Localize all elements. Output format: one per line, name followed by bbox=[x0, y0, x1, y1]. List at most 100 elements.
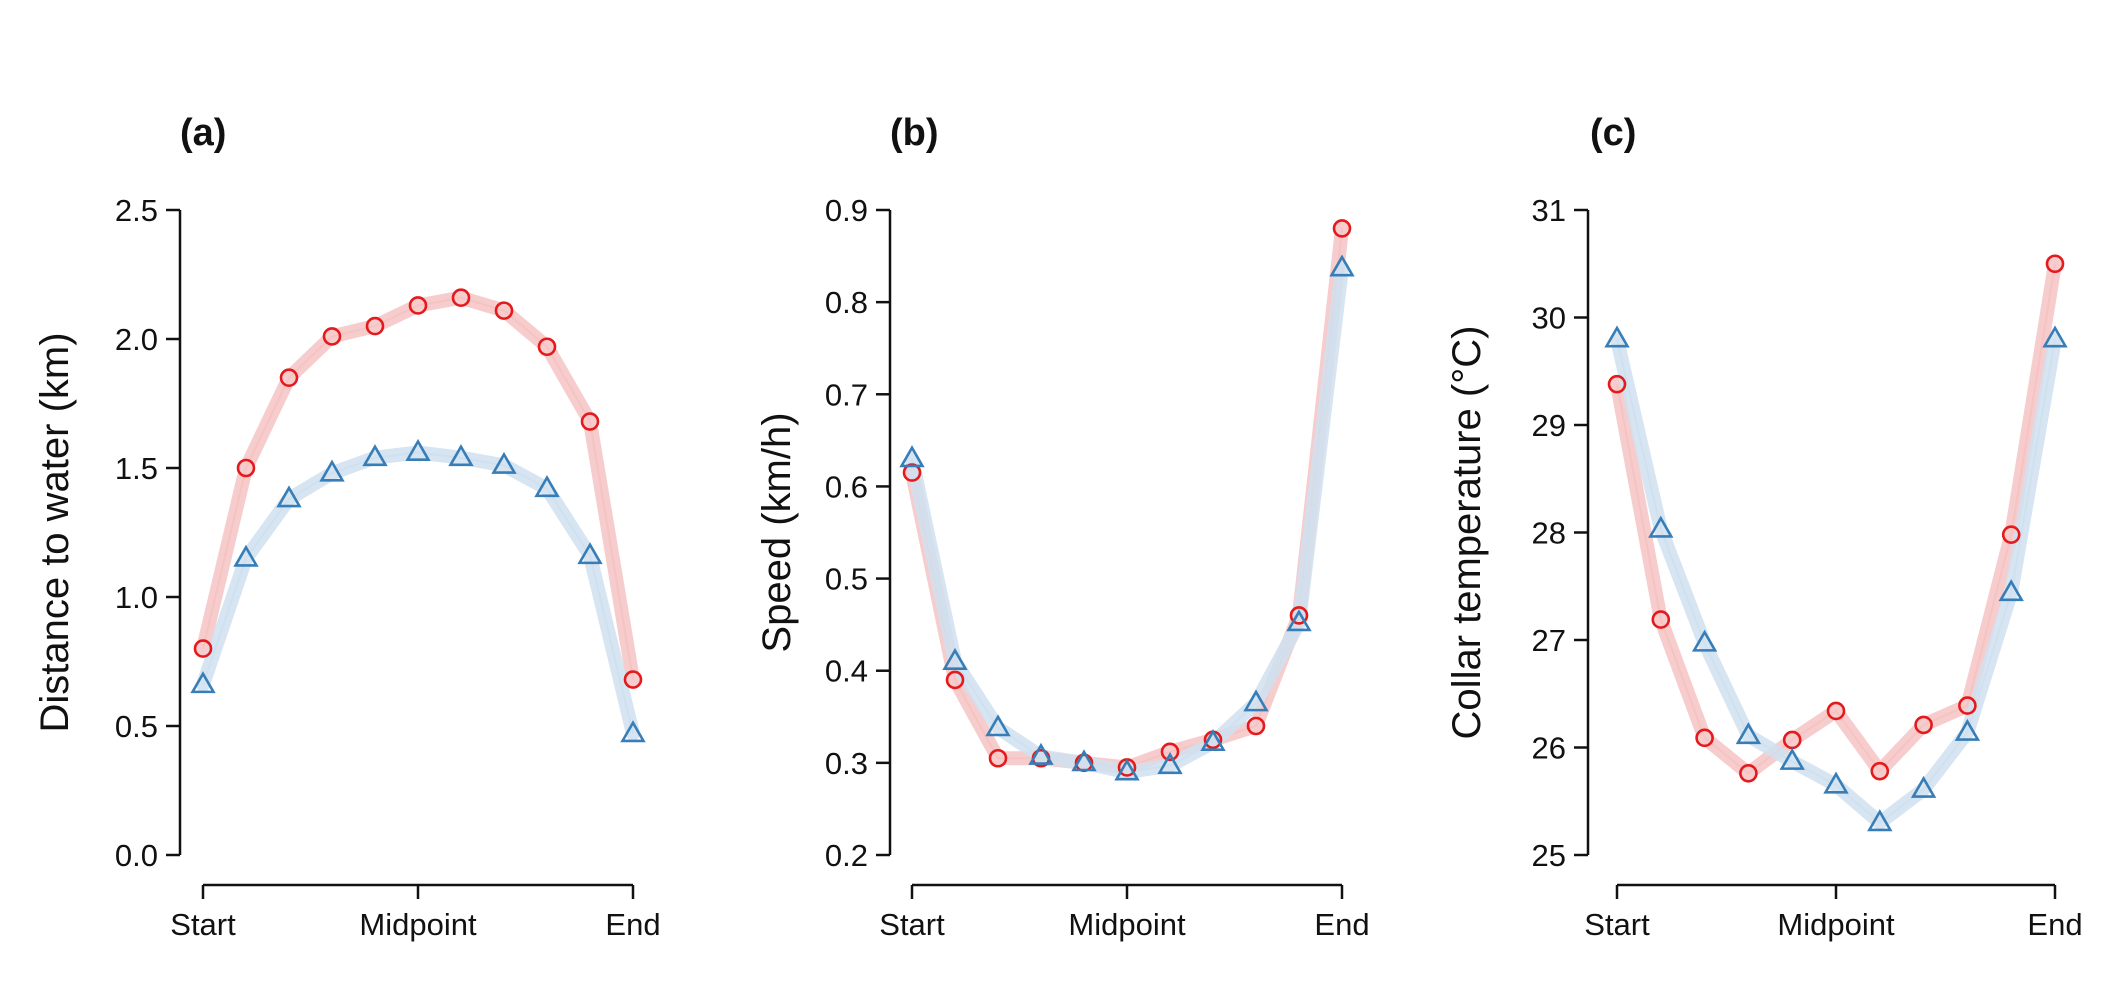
x-tick-label: Midpoint bbox=[1777, 907, 1895, 942]
y-tick-label: 28 bbox=[1532, 516, 1566, 551]
series-band bbox=[196, 290, 640, 687]
data-point-circle bbox=[1332, 219, 1352, 238]
data-point-triangle bbox=[233, 544, 259, 567]
data-point-triangle bbox=[405, 438, 431, 461]
data-point-circle bbox=[1958, 696, 1977, 715]
series-band bbox=[1610, 332, 2062, 830]
data-point-circle bbox=[1739, 763, 1758, 783]
data-point-triangle bbox=[985, 714, 1011, 737]
data-point-triangle bbox=[577, 542, 603, 565]
series-line bbox=[911, 267, 1343, 774]
x-tick-label: Start bbox=[879, 907, 945, 942]
data-point-triangle bbox=[1157, 752, 1183, 775]
data-point-circle bbox=[322, 327, 342, 346]
y-axis-title: Distance to water (km) bbox=[33, 332, 77, 732]
panel-a: (a) 0.0 0.5 1.0 1.5 2.0 2.5 Distance to water (… bbox=[33, 112, 661, 942]
data-point-triangle bbox=[534, 475, 560, 498]
data-point-circle bbox=[408, 296, 428, 315]
data-point-circle bbox=[902, 463, 922, 482]
data-point-triangle bbox=[1998, 579, 2024, 602]
y-tick-label: 25 bbox=[1532, 838, 1566, 873]
data-point-triangle bbox=[1648, 515, 1674, 538]
data-point-triangle bbox=[899, 445, 925, 468]
data-point-circle bbox=[1607, 374, 1627, 394]
data-point-triangle bbox=[1823, 771, 1849, 794]
data-point-circle bbox=[1160, 742, 1180, 762]
y-tick-label: 2.0 bbox=[115, 322, 158, 357]
series-band bbox=[1610, 256, 2062, 781]
data-point-circle bbox=[1914, 715, 1933, 735]
data-point-triangle bbox=[1114, 758, 1140, 781]
series-line bbox=[202, 451, 634, 734]
data-point-triangle bbox=[1910, 775, 1937, 798]
y-tick-label: 0.5 bbox=[825, 562, 868, 597]
data-point-circle bbox=[2001, 525, 2021, 544]
data-point-circle bbox=[537, 337, 557, 357]
data-point-circle bbox=[1870, 761, 1890, 781]
data-point-circle bbox=[945, 670, 965, 690]
data-point-circle bbox=[623, 670, 643, 689]
x-tick-label: End bbox=[605, 907, 660, 942]
x-tick-label: Start bbox=[170, 907, 236, 942]
data-point-triangle bbox=[1286, 609, 1312, 632]
panel-b: (b) 0.2 0.3 0.4 0.5 0.6 0.7 0.8 0.9 Speed (km/h) S… bbox=[755, 112, 1370, 942]
data-point-circle bbox=[988, 748, 1008, 768]
data-point-circle bbox=[451, 288, 471, 308]
y-tick-label: 26 bbox=[1532, 731, 1566, 766]
data-point-triangle bbox=[1329, 254, 1355, 277]
data-point-triangle bbox=[491, 451, 517, 474]
series-band bbox=[196, 445, 640, 741]
data-point-triangle bbox=[1071, 749, 1097, 772]
data-point-triangle bbox=[1243, 689, 1269, 712]
data-point-circle bbox=[494, 301, 514, 320]
data-point-triangle bbox=[1604, 325, 1630, 348]
data-point-circle bbox=[1246, 716, 1266, 736]
data-point-triangle bbox=[319, 459, 345, 482]
data-point-triangle bbox=[1028, 742, 1054, 765]
x-tick-label: Midpoint bbox=[1068, 907, 1186, 942]
y-axis-title: Speed (km/h) bbox=[755, 412, 799, 652]
data-point-triangle bbox=[1735, 722, 1762, 745]
y-tick-label: 1.5 bbox=[115, 451, 158, 486]
data-point-circle bbox=[1826, 701, 1846, 721]
data-point-triangle bbox=[362, 444, 388, 467]
y-tick-label: 2.5 bbox=[115, 193, 158, 228]
data-point-circle bbox=[580, 412, 600, 431]
y-tick-label: 0.0 bbox=[115, 838, 158, 873]
y-tick-label: 0.9 bbox=[825, 193, 868, 228]
data-point-circle bbox=[1695, 728, 1714, 748]
data-point-circle bbox=[279, 368, 299, 388]
data-point-triangle bbox=[1954, 718, 1981, 741]
y-tick-label: 0.7 bbox=[825, 377, 868, 412]
series-line bbox=[1616, 263, 2056, 775]
panel-letter: (c) bbox=[1590, 112, 1636, 154]
panel-letter: (a) bbox=[180, 112, 226, 154]
data-point-circle bbox=[1651, 610, 1671, 629]
series-line bbox=[1616, 338, 2056, 824]
x-tick-label: End bbox=[1314, 907, 1369, 942]
data-point-triangle bbox=[190, 671, 216, 694]
y-tick-label: 0.3 bbox=[825, 746, 868, 781]
data-point-circle bbox=[365, 316, 385, 336]
data-point-circle bbox=[1289, 606, 1309, 625]
data-point-circle bbox=[193, 639, 213, 658]
data-point-circle bbox=[2045, 254, 2065, 274]
x-tick-label: Start bbox=[1584, 907, 1650, 942]
data-point-triangle bbox=[1867, 809, 1893, 832]
data-point-triangle bbox=[2042, 325, 2068, 348]
x-tick-label: End bbox=[2027, 907, 2082, 942]
series-line bbox=[202, 296, 634, 680]
data-point-triangle bbox=[942, 647, 968, 670]
data-point-triangle bbox=[1200, 728, 1226, 752]
panel-c: (c) 25 26 27 28 29 30 31 Collar temperature (°C)… bbox=[1445, 112, 2083, 942]
y-tick-label: 31 bbox=[1532, 193, 1566, 228]
panel-letter: (b) bbox=[890, 112, 939, 154]
data-point-triangle bbox=[1779, 747, 1805, 770]
y-tick-label: 27 bbox=[1532, 623, 1566, 658]
data-point-triangle bbox=[448, 444, 474, 467]
y-tick-label: 29 bbox=[1532, 408, 1566, 443]
data-point-circle bbox=[236, 458, 256, 478]
data-point-triangle bbox=[620, 720, 646, 743]
data-point-triangle bbox=[276, 485, 302, 508]
